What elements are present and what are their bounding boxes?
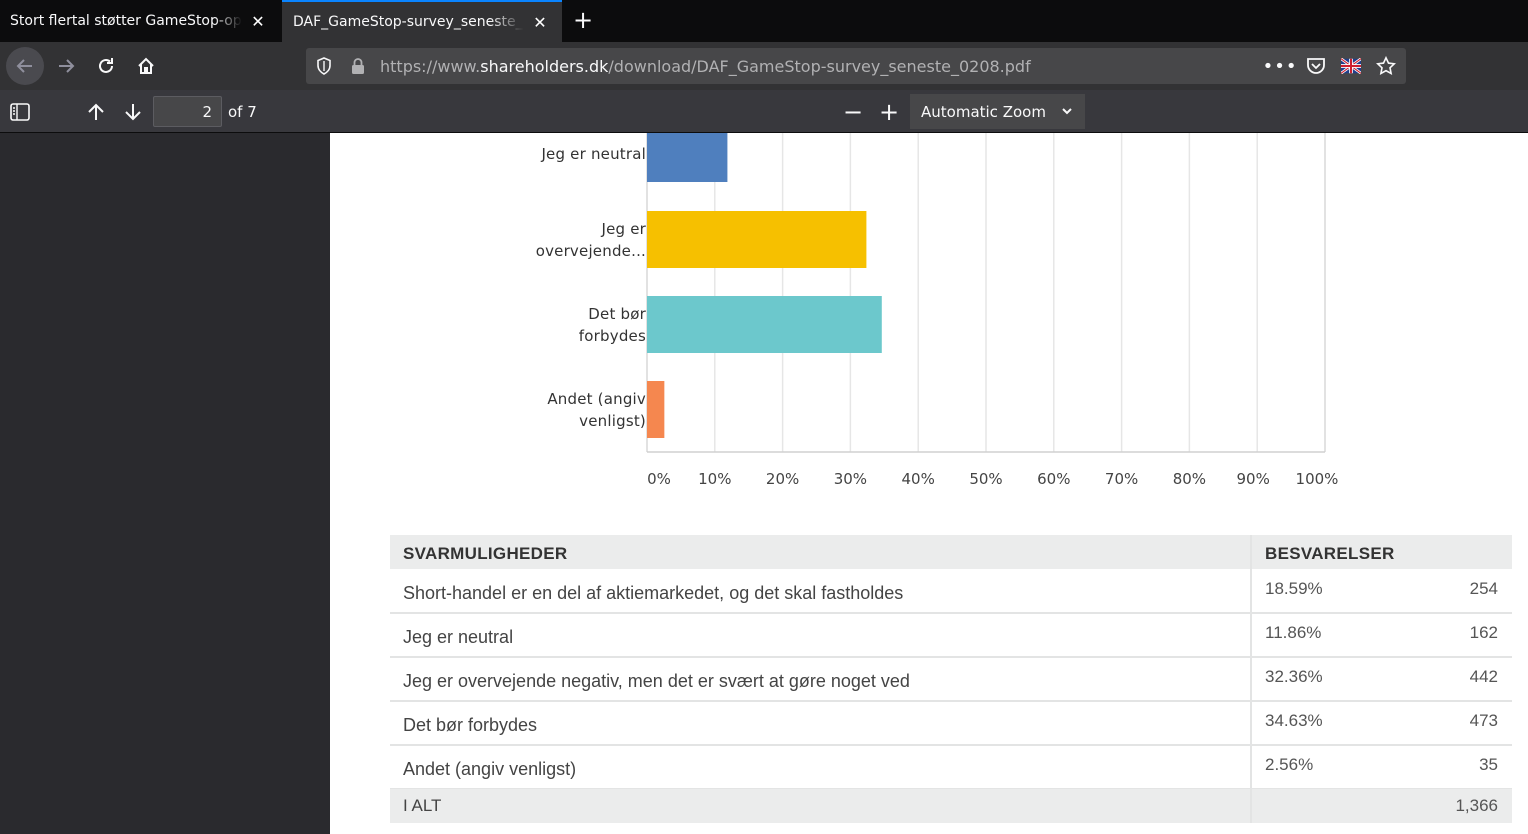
x-tick-label: 100% [1295,470,1339,488]
shield-icon[interactable] [314,56,334,76]
total-row-bg [1252,789,1512,823]
table-row-percent: 34.63% [1265,711,1323,730]
x-tick-label: 90% [1236,470,1270,488]
url-text[interactable]: https://www.shareholders.dk/download/DAF… [380,57,1031,76]
zoom-select[interactable]: Automatic Zoom [910,94,1085,129]
bar-chart [646,133,1326,453]
star-icon[interactable] [1376,56,1396,76]
table-row-percent: 32.36% [1265,667,1323,686]
table-row-label: Jeg er overvejende negativ, men det er s… [403,671,910,691]
category-label: Andet (angiv venligst) [547,388,646,432]
navigation-bar: https://www.shareholders.dk/download/DAF… [0,42,1528,90]
column-divider [1250,535,1252,823]
category-label-line: Jeg er [601,219,646,238]
table-row-label: Andet (angiv venligst) [403,759,577,779]
more-actions-icon[interactable]: ••• [1262,55,1298,77]
x-tick-label: 0% [647,470,671,488]
uk-flag-icon[interactable] [1341,56,1361,76]
zoom-select-value: Automatic Zoom [921,103,1046,121]
sidebar-toggle-icon[interactable] [8,100,32,124]
x-tick-label: 70% [1104,470,1139,488]
table-row-count: 35 [1479,755,1498,774]
header-bg [1252,535,1512,569]
x-tick-label: 20% [765,470,800,488]
tab-title: DAF_GameStop-survey_seneste_0208.pdf [293,14,524,30]
tab-pdf[interactable]: DAF_GameStop-survey_seneste_0208.pdf ✕ [282,0,562,42]
lock-icon[interactable] [348,56,368,76]
pocket-icon[interactable] [1306,56,1326,76]
x-tick-label: 80% [1172,470,1207,488]
bar [647,296,882,353]
table-row-count: 442 [1469,667,1498,686]
chevron-down-icon [1061,103,1073,121]
x-tick-label: 10% [698,470,732,488]
category-label-line: venligst) [579,411,646,430]
category-label: Det bør forbydes [579,303,646,347]
x-tick-label: 40% [901,470,935,488]
category-label-line: forbydes [578,326,646,345]
category-label-line: Jeg er neutral [541,144,646,163]
category-label: Jeg er neutral [541,143,646,165]
zoom-out-icon[interactable]: − [842,98,864,126]
previous-page-icon[interactable] [84,100,108,124]
x-tick-label: 50% [969,470,1003,488]
category-label-line: Det bør [588,304,646,323]
page-count-label: of 7 [228,103,257,121]
zoom-in-icon[interactable]: + [878,98,900,126]
x-tick-label: 60% [1037,470,1071,488]
bar [647,211,867,268]
pdf-viewer[interactable]: Jeg er neutral Jeg er overvejende... Det bø… [0,133,1528,834]
forward-icon[interactable] [48,48,84,84]
row-divider [390,656,1512,658]
bar [647,381,665,438]
page-number-input[interactable]: 2 [153,96,222,127]
close-icon[interactable]: ✕ [251,11,265,31]
tab-title: Stort flertal støtter GameStop-oprør [10,13,242,29]
category-label-line: Andet (angiv [547,389,646,408]
table-row-percent: 18.59% [1265,579,1323,598]
total-label: I ALT [403,796,442,815]
table-row-label: Jeg er neutral [403,627,514,647]
total-count: 1,366 [1455,796,1498,815]
table-row-count: 254 [1469,579,1498,598]
table-row-percent: 11.86% [1265,623,1322,642]
total-row-bg [390,789,1250,823]
home-icon[interactable] [128,48,164,84]
table-row-count: 162 [1469,623,1498,642]
url-bar[interactable]: https://www.shareholders.dk/download/DAF… [306,48,1406,84]
bar [647,133,728,182]
table-row-count: 473 [1469,711,1498,730]
new-tab-icon[interactable]: + [572,6,594,34]
tab-strip: Stort flertal støtter GameStop-oprør ✕ D… [0,0,1528,42]
category-label: Jeg er overvejende... [536,218,646,262]
pdf-page: Jeg er neutral Jeg er overvejende... Det bø… [330,133,1528,834]
table-row-percent: 2.56% [1265,755,1314,774]
header-bg [390,535,1250,569]
reload-icon[interactable] [88,48,124,84]
table-row-label: Det bør forbydes [403,715,538,735]
column-header-options: SVARMULIGHEDER [403,544,568,563]
category-label-line: overvejende... [535,241,646,260]
next-page-icon[interactable] [121,100,145,124]
table-row-label: Short-handel er en del af aktiemarkedet,… [403,583,904,603]
row-divider [390,700,1512,702]
x-tick-label: 30% [833,470,868,488]
back-icon[interactable] [6,47,44,85]
pdf-toolbar: 2 of 7 − + Automatic Zoom [0,90,1528,133]
column-header-responses: BESVARELSER [1265,544,1395,563]
row-divider [390,612,1512,614]
tab-article[interactable]: Stort flertal støtter GameStop-oprør ✕ [0,0,280,42]
close-icon[interactable]: ✕ [533,12,547,32]
row-divider [390,744,1512,746]
